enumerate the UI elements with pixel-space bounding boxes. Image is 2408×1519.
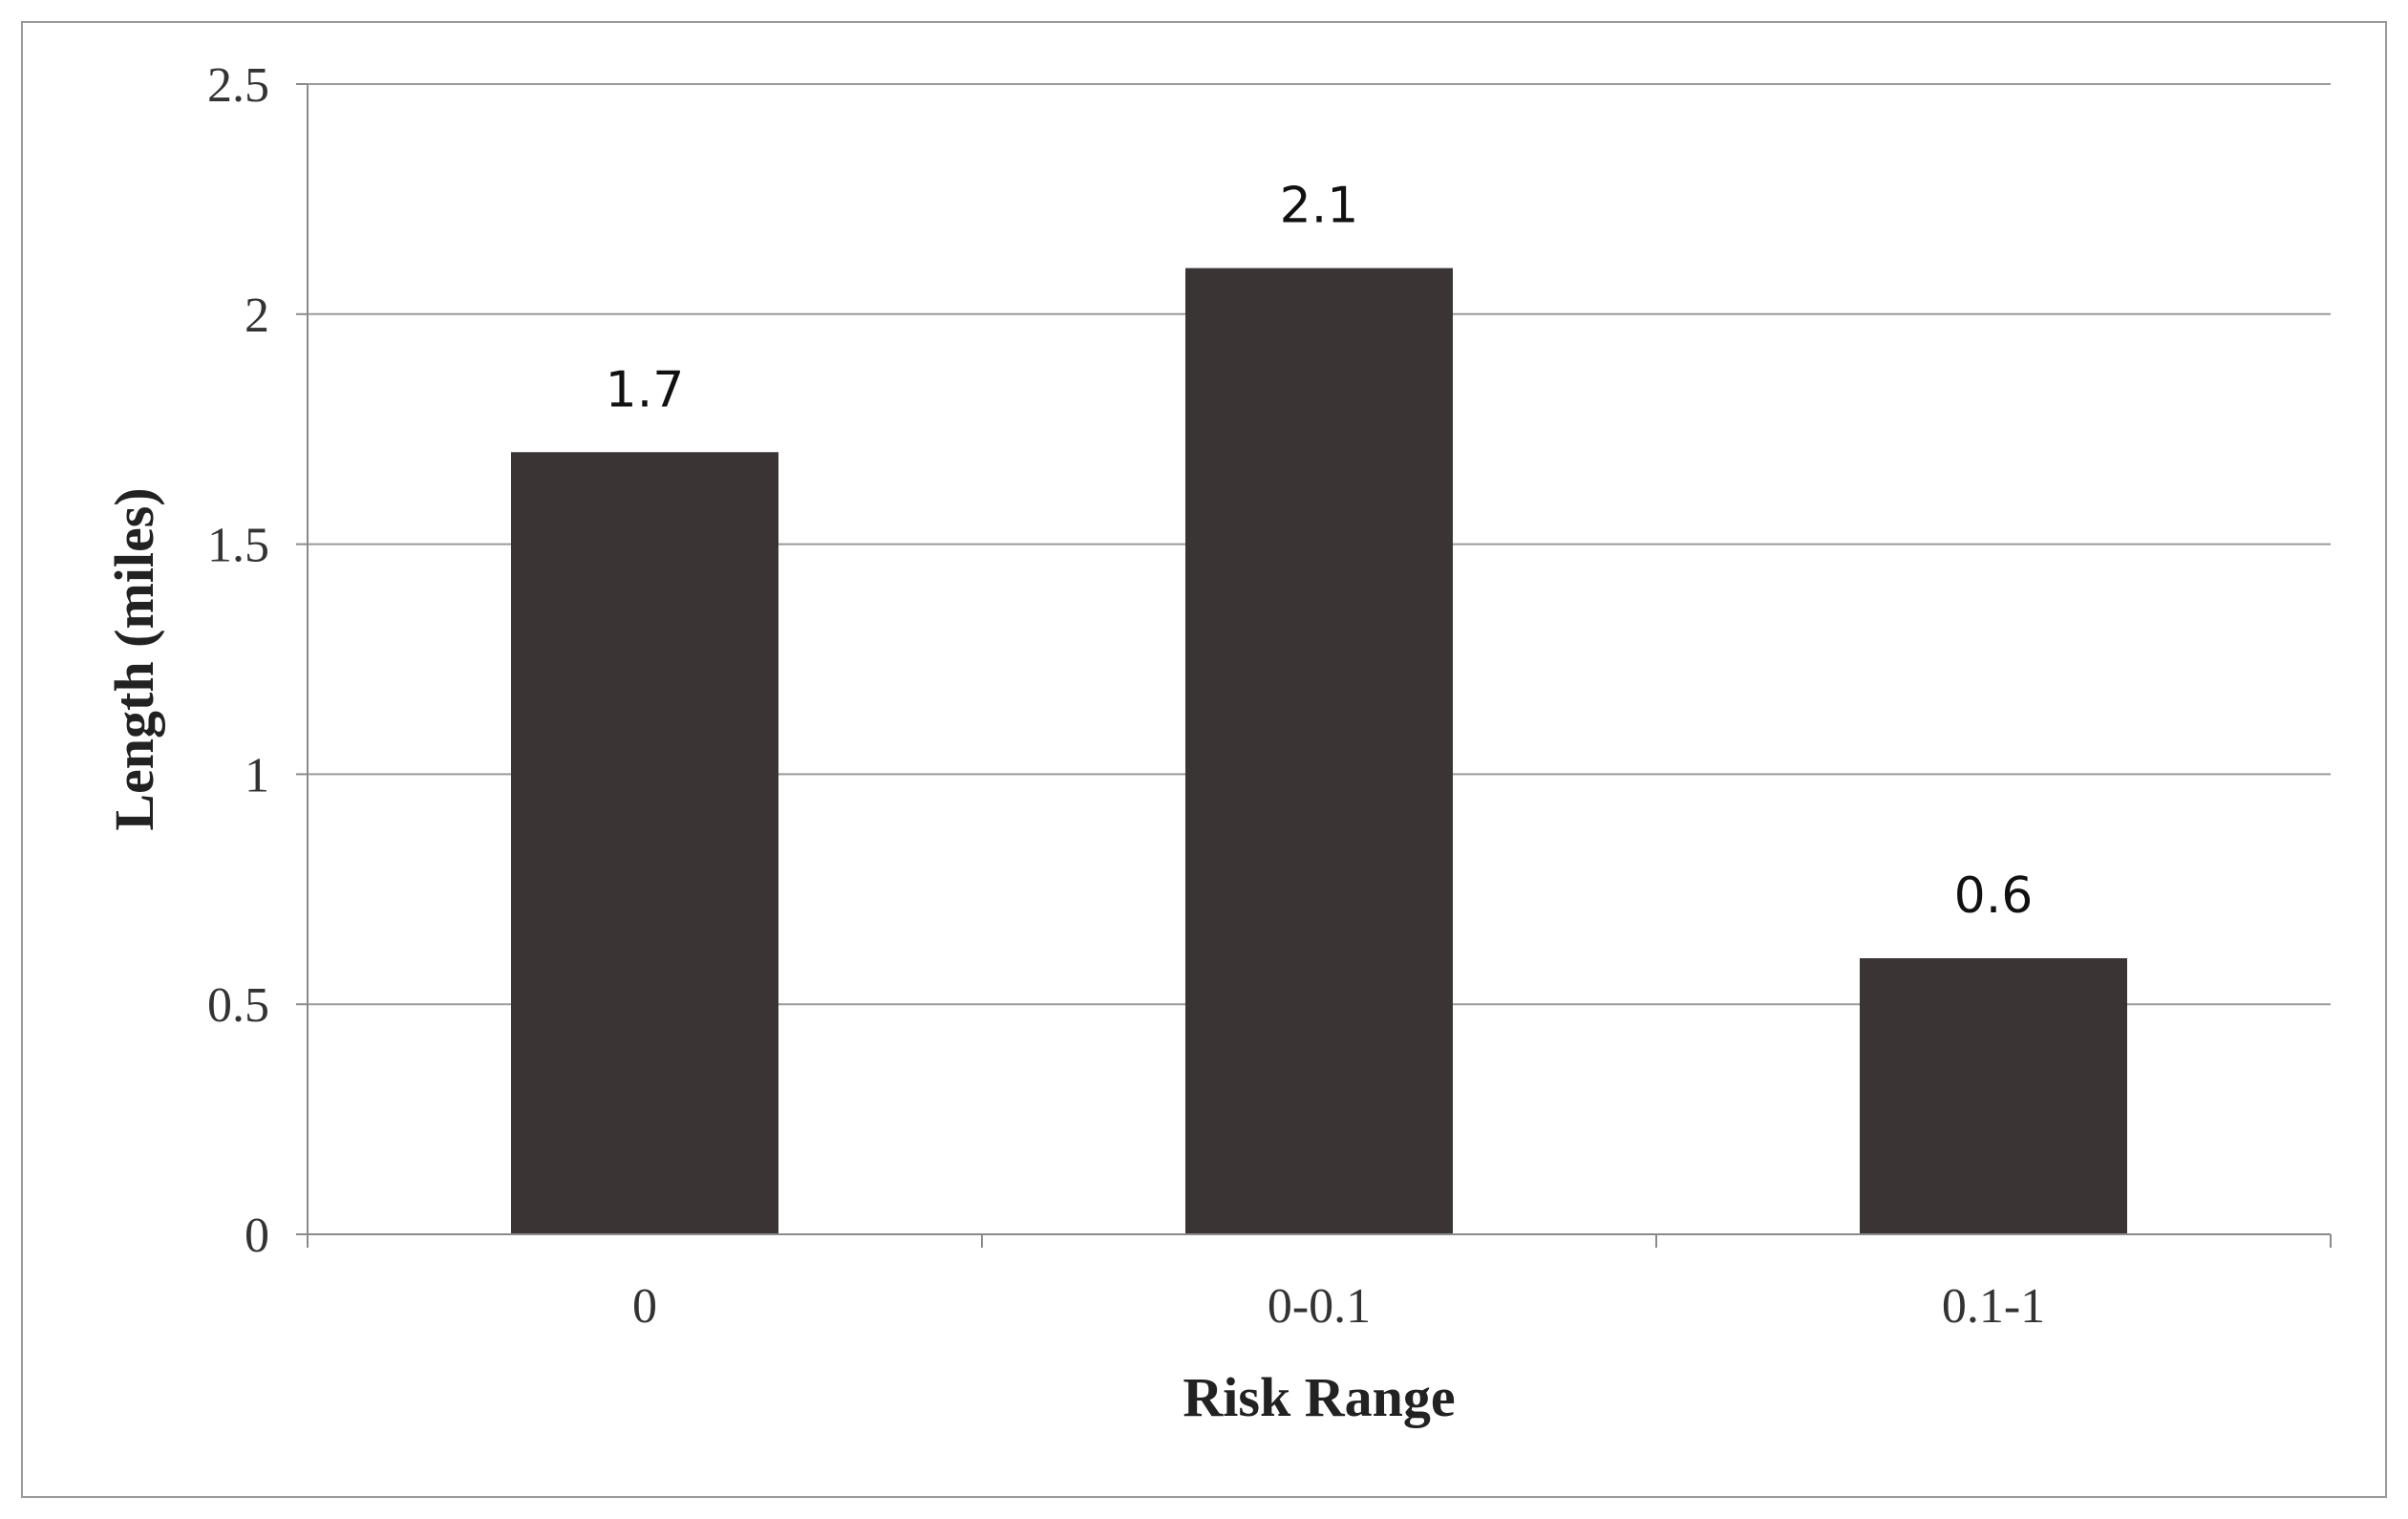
x-axis-title: Risk Range bbox=[1183, 1366, 1455, 1428]
y-tick-label: 1 bbox=[245, 748, 269, 802]
x-tick-label: 0-0.1 bbox=[1268, 1279, 1371, 1334]
y-tick-label: 1.5 bbox=[207, 519, 269, 573]
x-tick-label: 0 bbox=[632, 1279, 657, 1334]
bar bbox=[1860, 958, 2127, 1234]
y-tick-label: 2.5 bbox=[207, 58, 269, 113]
y-axis-title: Length (miles) bbox=[103, 487, 165, 830]
data-label: 2.1 bbox=[1280, 178, 1359, 235]
y-tick-labels: 0 0.5 1 1.5 2 2.5 bbox=[207, 58, 269, 1263]
y-tick-label: 0 bbox=[245, 1209, 269, 1263]
bar bbox=[511, 452, 778, 1234]
y-tick-label: 0.5 bbox=[207, 978, 269, 1033]
x-tick-labels: 0 0-0.1 0.1-1 bbox=[632, 1279, 2045, 1334]
axes bbox=[296, 83, 2332, 1248]
data-labels: 1.7 2.1 0.6 bbox=[606, 178, 2034, 925]
x-tick-label: 0.1-1 bbox=[1942, 1279, 2045, 1334]
bar bbox=[1185, 267, 1453, 1234]
bars bbox=[511, 267, 2127, 1234]
y-tick-label: 2 bbox=[245, 289, 269, 343]
data-label: 0.6 bbox=[1954, 867, 2034, 925]
data-label: 1.7 bbox=[606, 361, 685, 418]
